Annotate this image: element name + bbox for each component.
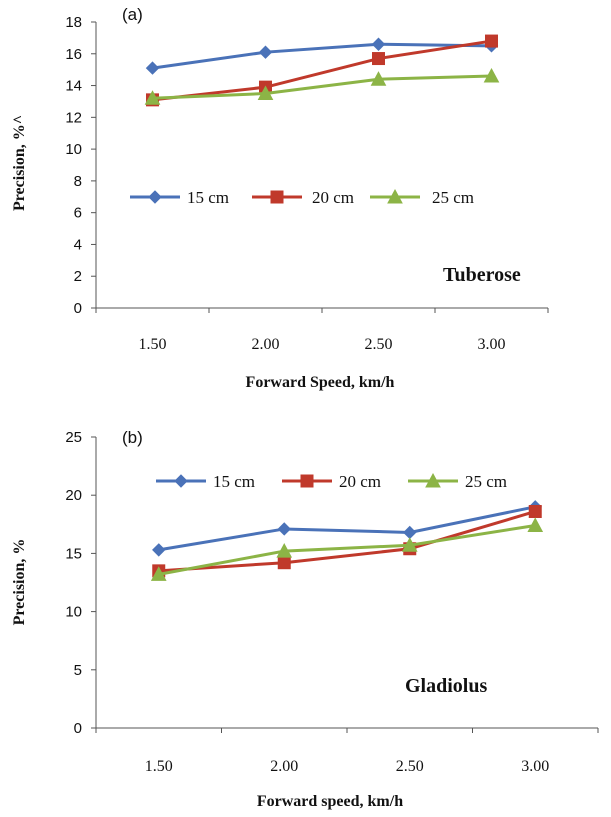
- series-line-25-cm: [152, 74, 492, 100]
- series-line-20-cm: [158, 510, 536, 573]
- legend: 15 cm 20 cm 25 cm: [156, 472, 507, 491]
- data-point-25-cm: [144, 90, 161, 105]
- data-point-15-cm: [403, 525, 417, 540]
- y-tick-label: 15: [65, 545, 82, 562]
- panel-a-label: (a): [122, 5, 143, 24]
- x-tick-label: 3.00: [521, 758, 549, 775]
- x-tick-label: 2.50: [396, 758, 424, 775]
- y-tick-label: 25: [65, 429, 82, 446]
- panel-b-annotation: Gladiolus: [405, 675, 487, 697]
- data-point-25-cm: [257, 85, 274, 100]
- y-tick-label: 2: [74, 268, 82, 285]
- data-point-20-cm: [528, 504, 542, 518]
- legend: 15 cm 20 cm 25 cm: [130, 188, 474, 207]
- data-point-15-cm: [145, 61, 160, 75]
- legend-label: 25 cm: [465, 472, 507, 491]
- y-tick-label: 16: [65, 46, 82, 63]
- x-tick-label: 1.50: [145, 758, 173, 775]
- y-tick-label: 20: [65, 487, 82, 504]
- x-tick-label: 1.50: [139, 336, 167, 353]
- legend-label: 15 cm: [213, 472, 255, 491]
- y-tick-label: 8: [74, 173, 82, 190]
- panel-a-annotation: Tuberose: [443, 264, 521, 286]
- data-point-20-cm: [372, 52, 385, 66]
- data-point-15-cm: [152, 543, 166, 557]
- panel-a-x-axis-title: Forward Speed, km/h: [246, 374, 395, 391]
- x-tick-label: 2.00: [252, 336, 280, 353]
- x-tick-label: 2.00: [270, 758, 298, 775]
- y-tick-label: 14: [65, 78, 82, 95]
- series-line-15-cm: [158, 505, 536, 552]
- data-point-25-cm: [276, 543, 293, 558]
- series-line-15-cm: [152, 42, 492, 70]
- legend-marker: [174, 474, 188, 488]
- data-point-20-cm: [277, 556, 291, 570]
- legend-label: 15 cm: [187, 188, 229, 207]
- y-tick-label: 0: [74, 300, 82, 317]
- legend-label: 25 cm: [432, 188, 474, 207]
- data-point-25-cm: [150, 566, 167, 581]
- data-point-25-cm: [370, 71, 387, 86]
- panel-a-plot: 0 2 4 6 8 10 12 14 16 18 1.50 2.00 2.50 3.00 15 cm 20 c…: [65, 14, 549, 353]
- legend-marker: [425, 472, 441, 488]
- data-point-25-cm: [483, 67, 500, 83]
- legend-label: 20 cm: [312, 188, 354, 207]
- data-point-15-cm: [258, 45, 273, 59]
- panel-a-y-axis-title: Precision, %^: [11, 115, 28, 211]
- y-tick-label: 6: [74, 205, 82, 222]
- data-point-25-cm: [527, 517, 544, 532]
- panel-b-y-axis-title: Precision, %: [11, 539, 28, 626]
- x-tick-label: 3.00: [478, 336, 506, 353]
- y-tick-label: 4: [74, 236, 82, 253]
- panel-b-x-axis-title: Forward speed, km/h: [257, 793, 403, 810]
- series-line-20-cm: [152, 39, 492, 102]
- legend-marker: [270, 190, 284, 204]
- legend-label: 20 cm: [339, 472, 381, 491]
- legend-marker: [300, 474, 314, 488]
- y-tick-label: 18: [65, 14, 82, 31]
- panel-b-label: (b): [122, 428, 143, 447]
- data-point-25-cm: [401, 537, 418, 552]
- y-tick-label: 10: [65, 141, 82, 158]
- y-tick-label: 5: [74, 662, 82, 679]
- y-tick-label: 0: [74, 720, 82, 737]
- panel-b-plot: 0 5 10 15 20 25 1.50 2.00 2.50 3.00 15 cm 20 cm 25 c…: [65, 429, 599, 775]
- y-tick-label: 12: [65, 109, 82, 126]
- y-tick-label: 10: [65, 604, 82, 621]
- legend-marker: [148, 190, 162, 204]
- data-point-15-cm: [277, 522, 291, 536]
- data-point-15-cm: [371, 37, 386, 51]
- data-point-20-cm: [485, 34, 498, 48]
- legend-marker: [387, 188, 403, 204]
- series-line-25-cm: [158, 523, 536, 576]
- x-tick-label: 2.50: [365, 336, 393, 353]
